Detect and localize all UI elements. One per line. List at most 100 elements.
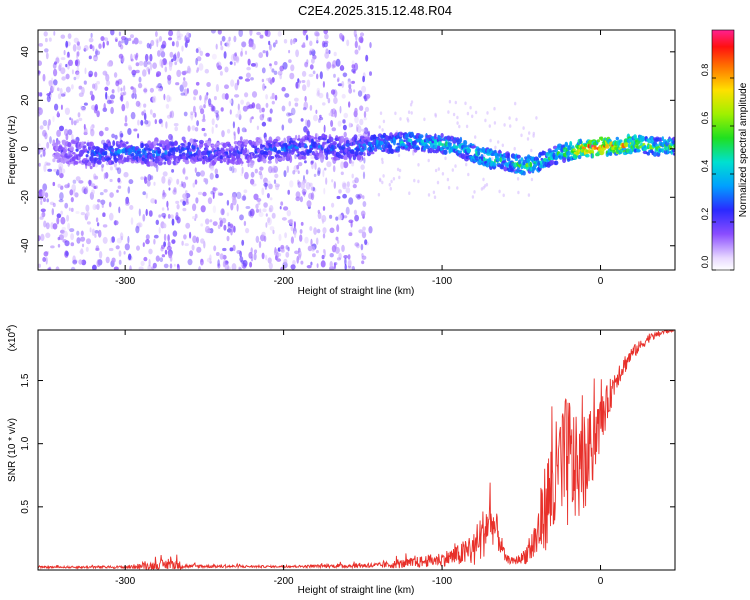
spectrogram-ridge-cell (477, 150, 481, 156)
spectrogram-speckle (38, 147, 41, 155)
spectrogram-speckle (56, 87, 60, 92)
spectrogram-speckle (256, 198, 262, 202)
spectrogram-speckle (337, 83, 343, 87)
spectrogram-speckle (319, 71, 323, 80)
spectrogram-speckle (248, 104, 254, 109)
spectrogram-ridge-cell (466, 147, 472, 154)
spectrogram-speckle (223, 51, 227, 59)
spectrogram-speckle (109, 94, 116, 100)
spectrogram-speckle (167, 176, 173, 184)
spectrogram-speckle (133, 37, 139, 45)
spectrogram-speckle (365, 93, 371, 99)
spectrogram-speckle (433, 195, 437, 199)
spectrogram-speckle (503, 123, 506, 127)
spectrogram-speckle (160, 51, 166, 58)
spectrogram-x-tick-label: -300 (115, 276, 135, 287)
spectrogram-speckle (206, 92, 209, 96)
spectrogram-speckle (111, 236, 115, 243)
spectrogram-speckle (150, 198, 156, 204)
spectrogram-speckle (368, 226, 373, 234)
spectrogram-speckle (241, 41, 247, 48)
spectrogram-speckle (201, 118, 206, 123)
spectrogram-speckle (303, 101, 309, 110)
spectrogram-speckle (330, 120, 334, 127)
spectrogram-speckle (354, 40, 358, 49)
colorbar-label: Normalized spectral amplitude (738, 82, 749, 217)
spectrogram-speckle (233, 225, 236, 233)
spectrogram-speckle (68, 59, 73, 66)
spectrogram-speckle (299, 234, 303, 242)
spectrogram-speckle (274, 173, 279, 179)
spectrogram-speckle (76, 41, 80, 46)
spectrogram-speckle (137, 119, 140, 126)
spectrogram-ridge-cell (142, 149, 147, 154)
spectrogram-speckle (60, 216, 66, 225)
spectrogram-ridge-cell (56, 140, 61, 145)
spectrogram-speckle (57, 183, 61, 188)
spectrogram-speckle (361, 255, 367, 260)
spectrogram-speckle (213, 245, 217, 252)
spectrogram-speckle (106, 61, 112, 67)
spectrogram-speckle (471, 114, 474, 119)
spectrogram-ridge-cell (125, 141, 129, 145)
spectrogram-speckle (341, 93, 346, 99)
spectrogram-ridge-cell (116, 141, 120, 144)
spectrogram-speckle (289, 72, 295, 80)
spectrogram-speckle (313, 173, 317, 177)
spectrogram-speckle (258, 52, 264, 59)
spectrogram-speckle (256, 31, 261, 36)
spectrogram-speckle (286, 112, 291, 117)
spectrogram-ridge-cell (564, 141, 568, 147)
spectrogram-speckle (203, 104, 206, 109)
spectrogram-speckle (388, 182, 391, 187)
spectrogram-speckle (92, 264, 97, 270)
spectrogram-ridge-cell (89, 146, 92, 150)
spectrogram-speckle (182, 207, 187, 212)
spectrogram-speckle (41, 211, 46, 218)
spectrogram-speckle (143, 103, 147, 108)
spectrogram-speckle (65, 133, 69, 141)
spectrogram-speckle (305, 182, 311, 190)
spectrogram-ridge-cell (334, 146, 337, 150)
spectrogram-ridge-cell (170, 141, 175, 147)
spectrogram-speckle (156, 164, 159, 173)
spectrogram-speckle (143, 86, 148, 95)
spectrogram-speckle (171, 169, 175, 173)
spectrogram-speckle (118, 53, 124, 59)
spectrogram-speckle (194, 111, 197, 118)
spectrogram-speckle (148, 210, 151, 216)
spectrogram-speckle (147, 61, 151, 65)
spectrogram-speckle (185, 190, 188, 195)
spectrogram-speckle (155, 255, 160, 262)
spectrogram-speckle (234, 82, 239, 91)
spectrogram-ridge-cell (141, 160, 145, 164)
spectrogram-speckle (212, 221, 218, 227)
spectrogram-speckle (145, 234, 150, 240)
spectrogram-speckle (535, 116, 538, 120)
spectrogram-speckle (75, 70, 80, 76)
spectrogram-speckle (527, 193, 531, 197)
spectrogram-speckle (142, 191, 146, 196)
spectrogram-speckle (94, 50, 101, 56)
spectrogram-ridge-cell (198, 139, 204, 145)
spectrogram-speckle (54, 61, 57, 65)
spectrogram-speckle (58, 199, 64, 203)
spectrogram-speckle (256, 125, 259, 130)
spectrogram-speckle (273, 248, 278, 256)
spectrogram-speckle (205, 52, 210, 57)
spectrogram-speckle (158, 227, 161, 234)
spectrogram-speckle (294, 102, 299, 107)
spectrogram-speckle (75, 71, 80, 80)
spectrogram-speckle (224, 84, 229, 89)
spectrogram-speckle (121, 39, 124, 44)
spectrogram-speckle (295, 49, 299, 58)
spectrogram-speckle (205, 95, 208, 100)
spectrogram-ridge-cell (623, 142, 629, 148)
spectrogram-speckle (317, 170, 321, 177)
spectrogram-speckle (250, 77, 254, 81)
spectrogram-ridge-cell (672, 136, 675, 142)
spectrogram-speckle (41, 189, 46, 197)
spectrogram-speckle (138, 40, 143, 45)
spectrogram-speckle (207, 197, 213, 205)
spectrogram-speckle (194, 167, 197, 173)
